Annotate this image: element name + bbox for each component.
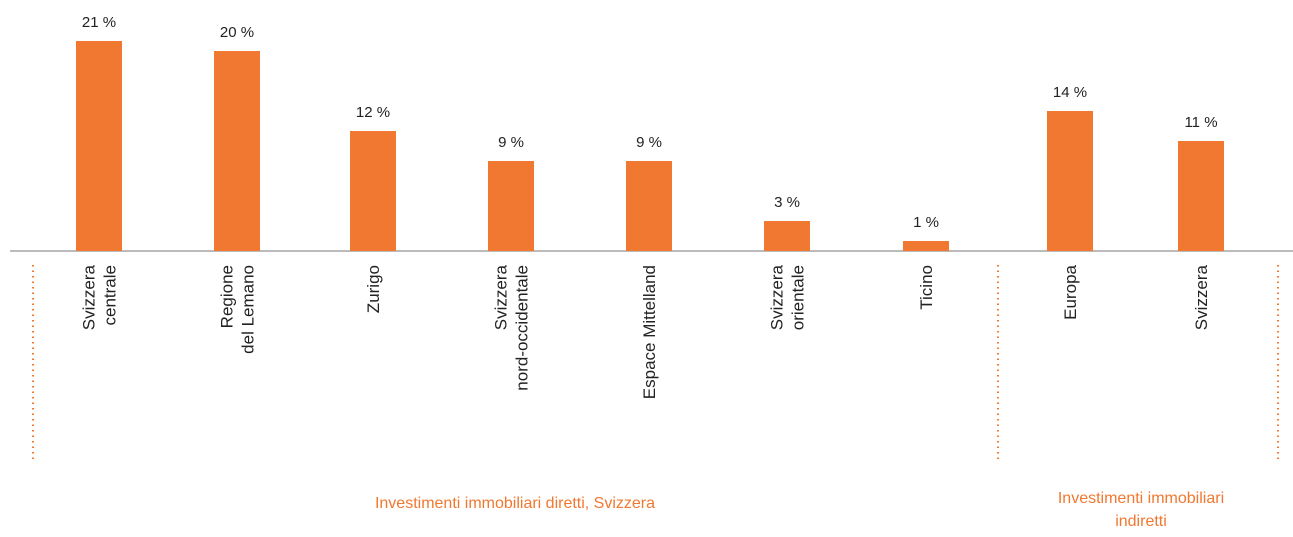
bar bbox=[214, 51, 260, 251]
x-tick-label: Svizzera bbox=[492, 264, 511, 330]
value-label: 12 % bbox=[356, 104, 390, 121]
x-tick-label: Ticino bbox=[917, 265, 936, 310]
x-tick-label: Europa bbox=[1061, 264, 1080, 319]
x-tick-label: nord-occidentale bbox=[513, 265, 532, 391]
x-tick-label: centrale bbox=[101, 265, 120, 325]
x-tick-label: Svizzera bbox=[768, 264, 787, 330]
bar bbox=[764, 221, 810, 251]
x-tick-label: orientale bbox=[789, 265, 808, 330]
group-label: Investimenti immobiliari bbox=[1058, 490, 1224, 507]
x-tick-label: del Lemano bbox=[239, 265, 258, 354]
group-label: Investimenti immobiliari diretti, Svizze… bbox=[375, 495, 655, 512]
value-label: 9 % bbox=[636, 134, 662, 151]
x-tick-label: Espace Mittelland bbox=[640, 265, 659, 399]
value-label: 21 % bbox=[82, 14, 116, 31]
value-label: 14 % bbox=[1053, 84, 1087, 101]
x-tick-label: Svizzera bbox=[1192, 264, 1211, 330]
bar bbox=[626, 161, 672, 251]
bar bbox=[903, 241, 949, 251]
bar bbox=[76, 41, 122, 251]
group-label: indiretti bbox=[1115, 513, 1167, 530]
bar bbox=[1047, 111, 1093, 251]
bar bbox=[350, 131, 396, 251]
x-tick-label: Zurigo bbox=[364, 265, 383, 313]
bar bbox=[1178, 141, 1224, 251]
value-label: 3 % bbox=[774, 194, 800, 211]
x-tick-label: Regione bbox=[218, 265, 237, 328]
bar bbox=[488, 161, 534, 251]
value-label: 1 % bbox=[913, 214, 939, 231]
value-label: 20 % bbox=[220, 24, 254, 41]
value-label: 9 % bbox=[498, 134, 524, 151]
value-label: 11 % bbox=[1184, 114, 1217, 131]
x-tick-label: Svizzera bbox=[80, 264, 99, 330]
